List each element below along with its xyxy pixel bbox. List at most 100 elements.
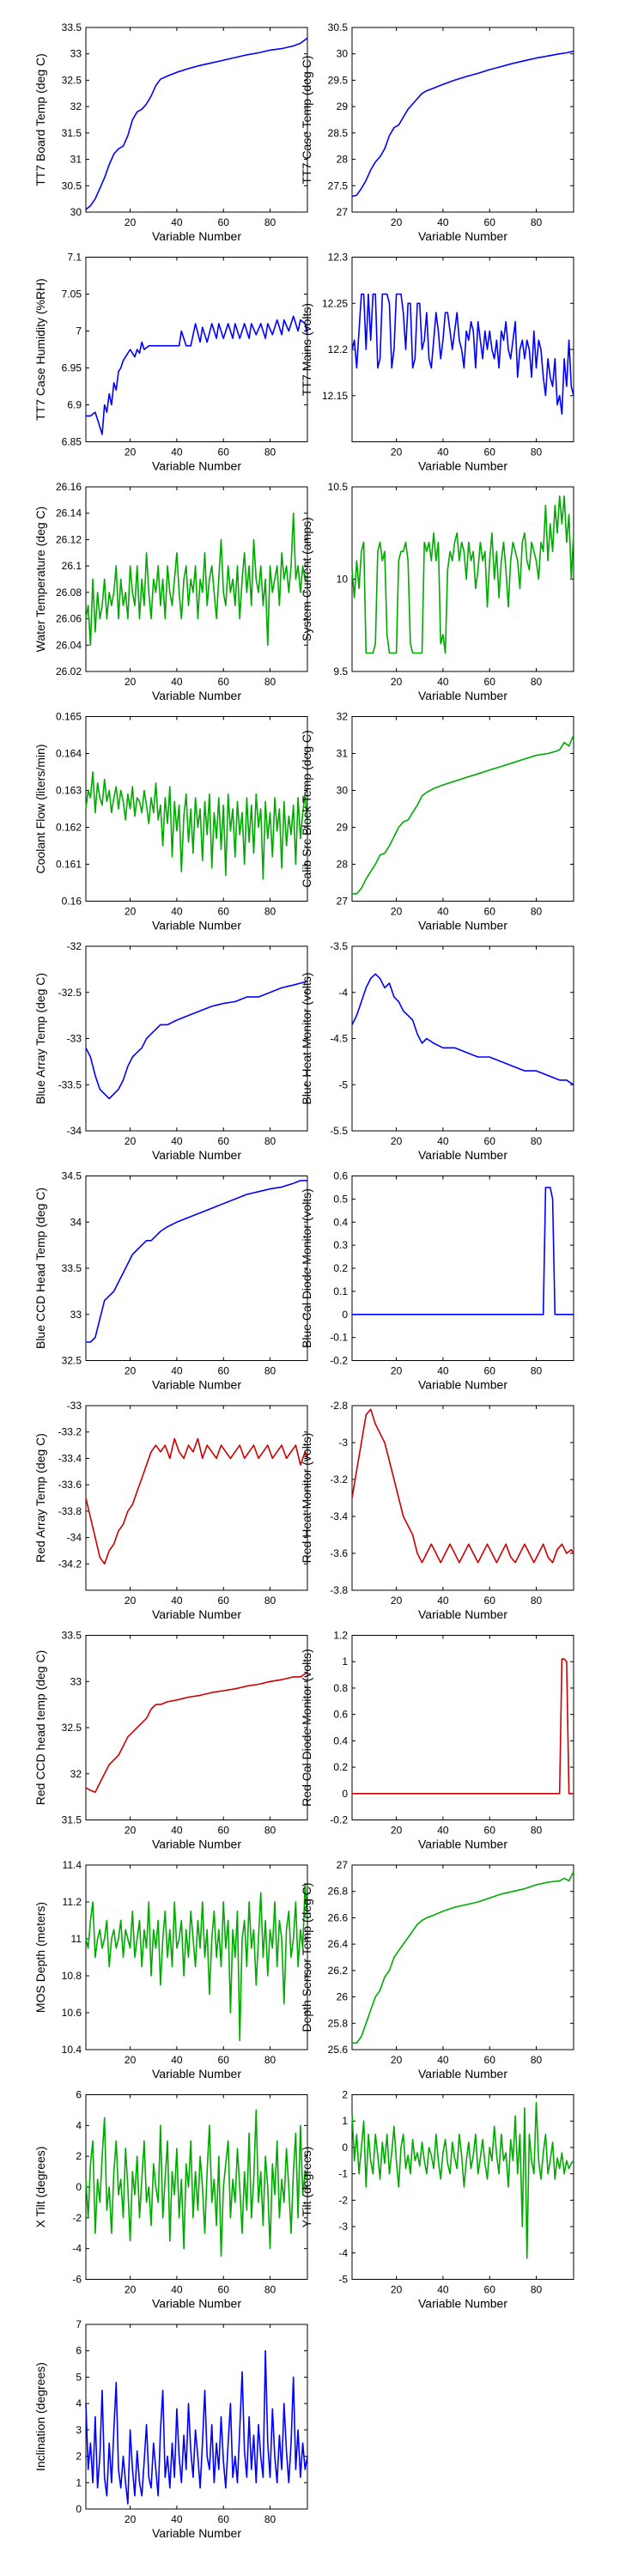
x-axis-label: Variable Number xyxy=(152,2526,241,2540)
chart-panel: 27 27.5 28 28.5 29 29.5 30 30.5 20 40 60 80 Variable… xyxy=(300,21,574,243)
x-tick-label: 40 xyxy=(171,1365,183,1377)
x-tick-label: 20 xyxy=(391,216,403,228)
plot-frame xyxy=(351,27,574,213)
y-tick-label: -33.2 xyxy=(58,1426,82,1438)
plot-frame xyxy=(85,27,308,213)
y-tick-label: 11.2 xyxy=(63,1896,82,1908)
x-axis-label: Variable Number xyxy=(418,2297,507,2311)
x-tick-label: 80 xyxy=(531,1595,543,1607)
x-axis-label: Variable Number xyxy=(152,689,241,702)
chart-panel: 25.6 25.8 26 26.2 26.4 26.6 26.8 27 20 40 60 80 Vari… xyxy=(300,1859,574,2081)
y-axis-label: TT7 Case Temp (deg C) xyxy=(300,56,313,185)
series-line xyxy=(351,973,574,1085)
y-tick-label: 29 xyxy=(337,822,349,834)
y-tick-label: 1 xyxy=(342,2115,348,2127)
x-axis-label: Variable Number xyxy=(152,1607,241,1621)
x-tick-label: 80 xyxy=(531,447,543,459)
x-axis-label: Variable Number xyxy=(152,1838,241,1851)
y-tick-label: -2.8 xyxy=(330,1400,348,1412)
plot-frame xyxy=(351,1405,574,1591)
y-tick-label: 32 xyxy=(70,1768,82,1780)
y-tick-label: 12.2 xyxy=(328,343,349,355)
plot-frame xyxy=(351,2094,574,2280)
x-tick-label: 80 xyxy=(531,1825,543,1837)
chart-panel: 0 1 2 3 4 5 6 7 20 40 60 80 Variable Number Inclinati… xyxy=(33,2318,308,2540)
y-tick-label: 30 xyxy=(337,48,349,60)
y-tick-label: 32.5 xyxy=(62,1355,82,1367)
y-tick-label: 11.4 xyxy=(63,1859,82,1871)
x-axis-label: Variable Number xyxy=(152,2297,241,2311)
y-tick-label: 26.8 xyxy=(328,1886,349,1898)
y-axis-label: Red CCD head temp (deg C) xyxy=(33,1650,47,1806)
y-tick-label: 0.6 xyxy=(333,1709,348,1721)
y-tick-label: -0.2 xyxy=(330,1355,348,1367)
y-tick-label: 30 xyxy=(70,206,82,218)
chart-panel: 27 28 29 30 31 32 20 40 60 80 Variable Number Calib… xyxy=(300,711,574,933)
y-tick-label: 28 xyxy=(337,859,349,871)
y-tick-label: 0.5 xyxy=(333,1193,348,1205)
y-tick-label: 0 xyxy=(76,2503,82,2515)
chart-panel: 26.02 26.04 26.06 26.08 26.1 26.12 26.14 26.16 2… xyxy=(33,481,308,702)
chart-panel: 31.5 32 32.5 33 33.5 20 40 60 80 Variable Number R… xyxy=(33,1630,308,1851)
y-tick-label: 0.4 xyxy=(333,1735,348,1747)
y-tick-label: 6.95 xyxy=(62,362,82,374)
plot-frame xyxy=(351,945,574,1132)
y-axis-label: TT7 Board Temp (deg C) xyxy=(33,53,47,186)
x-tick-label: 80 xyxy=(531,1365,543,1377)
y-axis-label: Blue Cal Diode Monitor (volts) xyxy=(300,1188,313,1348)
y-tick-label: -32.5 xyxy=(58,987,82,999)
x-tick-label: 20 xyxy=(391,1595,403,1607)
x-tick-label: 40 xyxy=(437,906,449,918)
y-tick-label: 26.16 xyxy=(56,481,82,493)
y-tick-label: 0.4 xyxy=(333,1216,348,1228)
y-tick-label: 27.5 xyxy=(328,179,349,191)
x-tick-label: 80 xyxy=(531,676,543,688)
y-tick-label: 7.05 xyxy=(62,289,82,301)
y-axis-label: MOS Depth (meters) xyxy=(33,1902,47,2013)
x-tick-label: 20 xyxy=(125,676,137,688)
x-axis-label: Variable Number xyxy=(418,459,507,473)
x-axis-label: Variable Number xyxy=(418,1838,507,1851)
x-axis-label: Variable Number xyxy=(418,1148,507,1162)
x-tick-label: 80 xyxy=(264,676,276,688)
x-tick-label: 40 xyxy=(171,447,183,459)
plot-frame xyxy=(351,1864,574,2050)
series-line xyxy=(85,981,308,1100)
chart-panel: 12.15 12.2 12.25 12.3 20 40 60 80 Variable Numbe… xyxy=(300,252,574,473)
x-tick-label: 20 xyxy=(391,447,403,459)
y-tick-label: 26.14 xyxy=(56,507,82,519)
x-tick-label: 60 xyxy=(484,447,496,459)
x-tick-label: 60 xyxy=(484,2054,496,2066)
y-tick-label: -34.2 xyxy=(58,1558,82,1570)
x-tick-label: 40 xyxy=(437,1595,449,1607)
series-line xyxy=(85,1882,308,2042)
x-tick-label: 60 xyxy=(484,906,496,918)
x-tick-label: 20 xyxy=(125,2284,137,2296)
y-tick-label: -33 xyxy=(67,1400,82,1412)
y-tick-label: -3.4 xyxy=(330,1510,348,1522)
y-tick-label: -5.5 xyxy=(330,1125,348,1137)
y-tick-label: 33 xyxy=(70,1309,82,1321)
x-tick-label: 80 xyxy=(264,216,276,228)
x-tick-label: 80 xyxy=(264,1595,276,1607)
plot-frame xyxy=(85,1635,308,1820)
x-tick-label: 80 xyxy=(531,1135,543,1147)
x-tick-label: 40 xyxy=(171,2284,183,2296)
y-tick-label: 26.06 xyxy=(56,613,82,625)
y-tick-label: 6 xyxy=(76,2345,82,2357)
series-line xyxy=(86,1180,307,1343)
y-tick-label: 2 xyxy=(76,2451,82,2463)
series-line xyxy=(85,37,308,210)
series-line xyxy=(351,50,574,197)
y-tick-label: 1.2 xyxy=(333,1630,348,1642)
x-tick-label: 20 xyxy=(391,676,403,688)
x-tick-label: 80 xyxy=(531,906,543,918)
x-axis-label: Variable Number xyxy=(152,459,241,473)
y-axis-label: Water Temperature (deg C) xyxy=(33,507,47,653)
y-tick-label: 0.2 xyxy=(333,1262,348,1274)
y-axis-label: Depth Sensor Temp (deg C) xyxy=(300,1882,313,2032)
y-tick-label: -3.5 xyxy=(330,940,348,952)
y-tick-label: 4 xyxy=(76,2397,82,2409)
y-tick-label: -2 xyxy=(72,2212,82,2224)
